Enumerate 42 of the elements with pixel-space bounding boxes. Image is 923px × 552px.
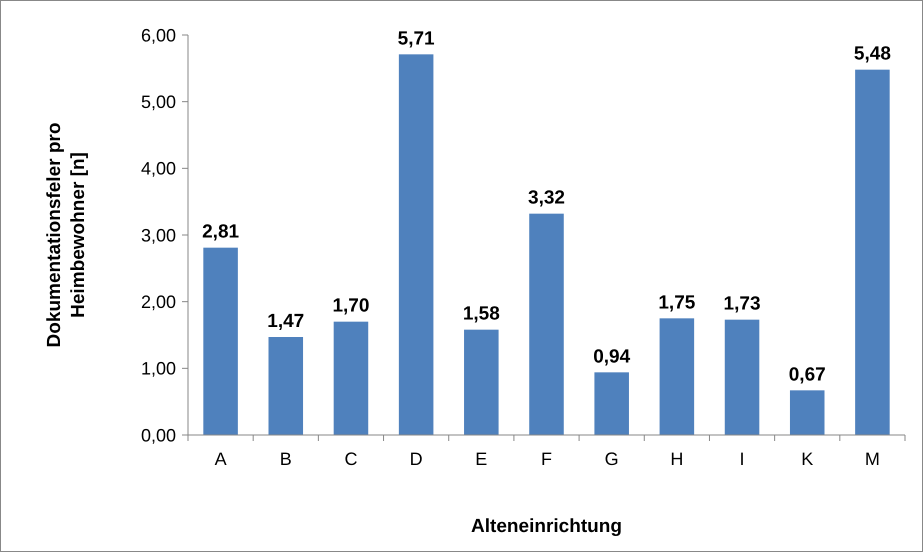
bar [660,318,694,435]
x-tick-label: B [280,449,292,469]
x-tick-label: M [864,449,880,469]
x-tick-label: H [670,449,684,469]
bar [398,54,434,435]
x-tick-label: C [344,449,358,469]
bar [334,322,368,435]
x-tick-label: E [475,449,488,469]
y-tick-label: 4,00 [140,158,176,179]
data-label: 0,67 [788,364,826,386]
y-axis-title: Dokumentationsfeler pro Heimbewohner [n] [44,122,89,348]
data-label: 5,48 [854,44,891,65]
x-axis-title: Alteneinrichtung [471,516,622,537]
bar [529,214,564,435]
y-tick-label: 5,00 [140,92,176,112]
bar [855,70,890,435]
data-label: 1,58 [462,304,500,325]
y-tick-label: 3,00 [140,225,176,246]
bar [268,337,304,435]
x-tick-label: K [801,449,814,469]
bar [464,330,499,435]
bar [790,390,824,435]
data-label: 1,70 [332,296,370,317]
x-tick-label: G [604,449,619,469]
bar [594,372,629,435]
data-label: 2,81 [202,222,240,243]
x-tick-label: I [740,449,745,469]
data-label: 1,75 [658,292,696,314]
data-label: 1,47 [267,311,304,332]
data-label: 5,71 [398,28,436,50]
data-label: 0,94 [593,346,631,368]
bar [724,320,760,435]
x-tick-label: D [410,449,423,469]
x-tick-label: F [541,449,552,469]
y-tick-label: 2,00 [140,292,176,312]
y-tick-label: 6,00 [140,25,176,46]
bar [203,248,238,435]
data-label: 3,32 [528,188,565,209]
y-tick-label: 0,00 [140,425,176,446]
x-tick-label: A [214,449,227,469]
y-tick-label: 1,00 [140,358,176,379]
data-label: 1,73 [724,294,761,315]
